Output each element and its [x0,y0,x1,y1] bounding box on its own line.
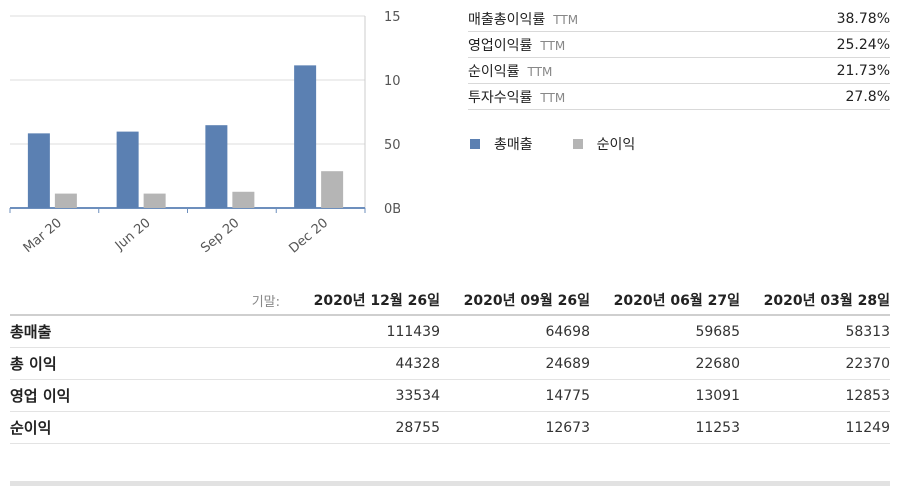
ratio-name: 순이익률 [468,63,520,80]
column-header-date: 2020년 09월 26일 [463,293,590,309]
bar-net-income [54,193,77,208]
ratio-ttm: TTM [540,38,566,53]
bar-net-income [143,193,166,208]
y-tick-label: 100B [384,74,400,89]
table-cell: 58313 [845,323,890,340]
column-header-date: 2020년 06월 27일 [613,293,740,309]
x-tick-label: Jun 20 [112,216,154,254]
ratio-name: 매출총이익률 [468,11,546,28]
table-cell: 13091 [695,387,740,404]
bar-revenue [294,65,317,208]
ratio-value: 21.73% [836,62,890,79]
bar-revenue [27,133,50,208]
legend-swatch-net-income [572,139,583,149]
chart-legend: 총매출 순이익 [470,134,675,154]
x-tick-label: Dec 20 [286,216,331,257]
bar-net-income [321,171,344,208]
table-cell: 12853 [845,387,890,404]
ratio-value: 27.8% [845,88,890,105]
table-cell: 59685 [695,323,740,340]
table-row: 영업 이익 33534 14775 13091 12853 [10,380,890,412]
table-row: 총 이익 44328 24689 22680 22370 [10,348,890,380]
table-cell: 11249 [845,419,890,436]
bottom-divider [10,481,890,486]
ratio-name: 투자수익률 [468,89,533,106]
y-tick-label: 150B [384,10,400,25]
y-tick-label: 50B [384,138,400,153]
table-cell: 12673 [545,419,590,436]
table-cell: 33534 [395,387,440,404]
legend-item-revenue[interactable]: 총매출 [470,134,533,154]
ratio-value: 25.24% [836,36,890,53]
table-cell: 22370 [845,355,890,372]
x-tick-label: Mar 20 [21,216,65,257]
period-basis-label: 기말: [251,294,280,310]
ratio-row: 매출총이익률 TTM 38.78% [468,6,890,32]
ratio-ttm: TTM [553,12,579,27]
legend-item-net-income[interactable]: 순이익 [572,134,636,154]
table-cell: 24689 [545,355,590,372]
row-label: 총 이익 [10,355,57,373]
financials-table: 기말: 2020년 12월 26일 2020년 09월 26일 2020년 06… [10,286,890,444]
legend-swatch-revenue [470,139,480,149]
table-cell: 111439 [386,323,440,340]
table-row: 총매출 111439 64698 59685 58313 [10,316,890,348]
column-header-date: 2020년 12월 26일 [313,293,440,309]
table-cell: 11253 [695,419,740,436]
legend-label: 총매출 [494,137,533,153]
row-label: 순이익 [10,419,52,437]
bar-revenue [205,125,228,208]
ratio-ttm: TTM [540,90,566,105]
column-header-date: 2020년 03월 28일 [763,293,890,309]
revenue-income-bar-chart: 150B 100B 50B 0B Mar 20 Jun 20 Sep 20 Dec 20 [9,10,400,257]
ratio-value: 38.78% [836,10,890,27]
margin-ratios: 매출총이익률 TTM 38.78% 영업이익률 TTM 25.24% 순이익률 TTM… [468,6,890,110]
ratio-row: 영업이익률 TTM 25.24% [468,32,890,58]
table-cell: 14775 [545,387,590,404]
row-label: 총매출 [10,323,52,341]
table-row: 순이익 28755 12673 11253 11249 [10,412,890,444]
y-tick-label: 0B [384,202,400,217]
table-cell: 22680 [695,355,740,372]
legend-label: 순이익 [596,137,636,153]
bar-net-income [232,191,255,208]
row-label: 영업 이익 [10,387,71,405]
table-cell: 64698 [545,323,590,340]
table-cell: 28755 [395,419,440,436]
ratio-row: 투자수익률 TTM 27.8% [468,84,890,110]
ratio-ttm: TTM [527,64,553,79]
bar-revenue [116,131,139,208]
table-header: 기말: 2020년 12월 26일 2020년 09월 26일 2020년 06… [10,286,890,316]
ratio-row: 순이익률 TTM 21.73% [468,58,890,84]
table-cell: 44328 [395,355,440,372]
ratio-name: 영업이익률 [468,37,533,54]
x-tick-label: Sep 20 [198,216,242,257]
